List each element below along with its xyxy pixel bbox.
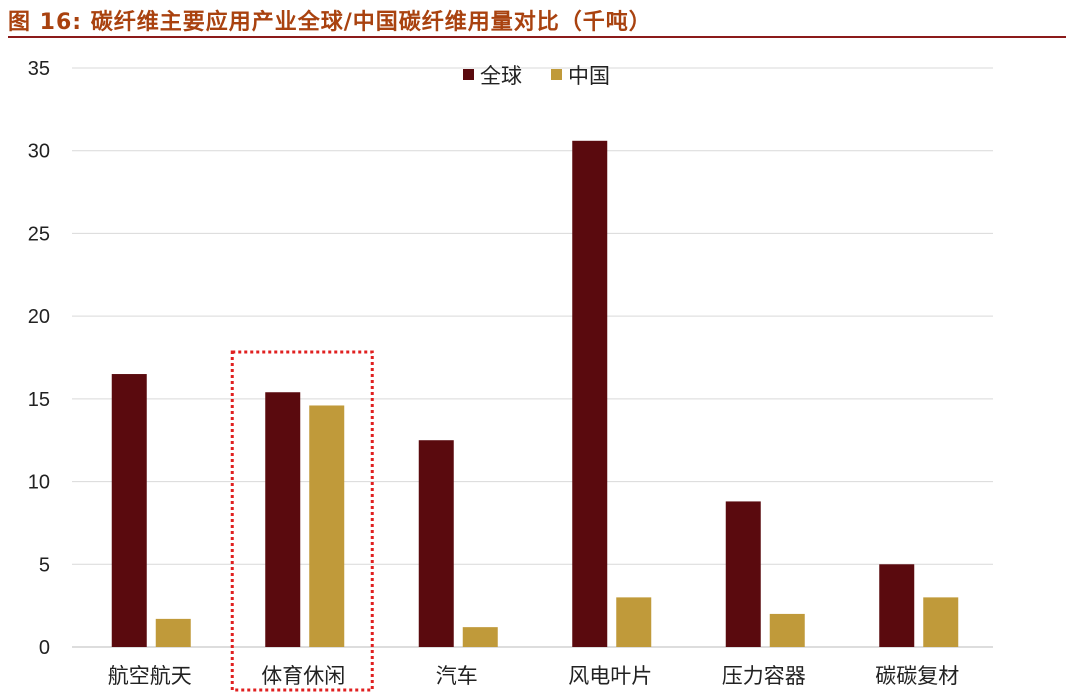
x-tick-label: 碳碳复材 [875, 664, 959, 688]
legend-label: 中国 [568, 64, 610, 88]
bar-global [879, 564, 915, 647]
bar-china [309, 405, 345, 647]
y-tick-label: 25 [28, 223, 50, 245]
y-tick-label: 20 [28, 306, 50, 328]
bar-global [265, 392, 301, 647]
x-tick-label: 风电叶片 [568, 664, 652, 688]
bar-china [769, 613, 805, 647]
bar-china [616, 597, 652, 647]
y-tick-label: 35 [28, 58, 50, 80]
y-tick-label: 5 [39, 554, 50, 576]
bar-global [725, 501, 761, 647]
x-tick-label: 汽车 [436, 664, 478, 688]
bar-china [923, 597, 959, 647]
y-tick-label: 30 [28, 141, 50, 163]
bar-global [572, 140, 608, 647]
title-divider [8, 36, 1066, 38]
highlight-box [230, 350, 374, 692]
legend-label: 全球 [480, 64, 522, 88]
x-tick-label: 压力容器 [722, 664, 806, 688]
x-tick-label: 体育休闲 [261, 664, 345, 688]
bar-china [155, 618, 191, 647]
y-tick-label: 15 [28, 389, 50, 411]
y-tick-label: 0 [39, 637, 50, 659]
x-tick-label: 航空航天 [108, 664, 192, 688]
chart-title: 图 16: 碳纤维主要应用产业全球/中国碳纤维用量对比（千吨） [8, 10, 652, 35]
legend-swatch [551, 69, 562, 80]
legend-swatch [463, 69, 474, 80]
bar-global [111, 374, 147, 647]
y-tick-label: 10 [28, 472, 50, 494]
bar-china [462, 627, 498, 647]
bar-global [418, 440, 454, 647]
